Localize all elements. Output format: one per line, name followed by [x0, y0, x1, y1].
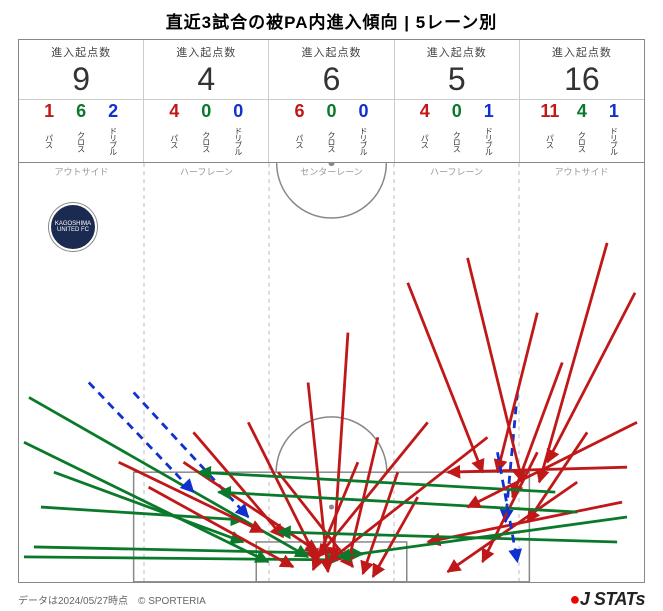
lane-stat-0: 進入起点数 9 1パス 6クロス 2ドリブル — [19, 40, 144, 162]
zone-labels-row: アウトサイドハーフレーンセンターレーンハーフレーンアウトサイド — [19, 165, 644, 178]
lane-pass: 4パス — [413, 102, 437, 160]
lane-header-label: 進入起点数 — [144, 44, 268, 60]
jstats-dot: ● — [569, 589, 579, 609]
lane-cross: 0クロス — [194, 102, 218, 160]
lane-header-label: 進入起点数 — [395, 44, 519, 60]
lane-pass: 11パス — [538, 102, 562, 160]
arrow-pass — [547, 293, 635, 462]
zone-label: アウトサイド — [19, 165, 144, 178]
zone-label: ハーフレーン — [394, 165, 519, 178]
lane-breakdown: 11パス 4クロス 1ドリブル — [520, 99, 644, 160]
arrow-pass — [248, 423, 318, 563]
lane-pass: 1パス — [37, 102, 61, 160]
footer-credit: データは2024/05/27時点 © SPORTERIA — [18, 592, 206, 607]
arrow-pass — [539, 243, 607, 482]
arrow-pass — [149, 487, 294, 567]
lane-breakdown: 1パス 6クロス 2ドリブル — [19, 99, 143, 160]
lane-dribble: 2ドリブル — [101, 102, 125, 160]
lane-dribble: 0ドリブル — [226, 102, 250, 160]
lane-cross: 4クロス — [570, 102, 594, 160]
lane-header-label: 進入起点数 — [19, 44, 143, 60]
arrow-cross — [24, 442, 268, 562]
pitch-svg — [19, 163, 644, 582]
lane-header-label: 進入起点数 — [520, 44, 644, 60]
lane-stat-1: 進入起点数 4 4パス 0クロス 0ドリブル — [144, 40, 269, 162]
lane-total: 9 — [19, 62, 143, 97]
arrow-pass — [333, 333, 348, 560]
arrow-pass — [408, 283, 483, 472]
lane-header-label: 進入起点数 — [269, 44, 393, 60]
lane-pass: 4パス — [162, 102, 186, 160]
lane-cross: 0クロス — [320, 102, 344, 160]
jstats-rest: STATs — [589, 589, 645, 609]
lane-stat-3: 進入起点数 5 4パス 0クロス 1ドリブル — [395, 40, 520, 162]
lane-total: 16 — [520, 62, 644, 97]
lane-cross: 6クロス — [69, 102, 93, 160]
zone-label: センターレーン — [269, 165, 394, 178]
lane-breakdown: 4パス 0クロス 0ドリブル — [144, 99, 268, 160]
pitch-area: アウトサイドハーフレーンセンターレーンハーフレーンアウトサイド KAGOSHIM… — [18, 163, 645, 583]
arrow-dribble — [89, 383, 194, 493]
lane-stats-header: 進入起点数91パス6クロス2ドリブル進入起点数44パス0クロス0ドリブル進入起点… — [18, 39, 645, 163]
lane-dribble: 0ドリブル — [352, 102, 376, 160]
lane-cross: 0クロス — [445, 102, 469, 160]
lane-total: 4 — [144, 62, 268, 97]
arrow-pass — [363, 472, 398, 574]
zone-label: アウトサイド — [519, 165, 644, 178]
arrow-pass — [468, 258, 523, 482]
footer: データは2024/05/27時点 © SPORTERIA ●J STATs — [0, 583, 663, 610]
lane-stat-2: 進入起点数 6 6パス 0クロス 0ドリブル — [269, 40, 394, 162]
lane-total: 6 — [269, 62, 393, 97]
lane-total: 5 — [395, 62, 519, 97]
team-badge: KAGOSHIMA UNITED FC — [49, 203, 97, 251]
lane-dribble: 1ドリブル — [477, 102, 501, 160]
jstats-logo: ●J STATs — [569, 589, 645, 610]
zone-label: ハーフレーン — [144, 165, 269, 178]
arrow-cross — [24, 557, 338, 560]
lane-dribble: 1ドリブル — [602, 102, 626, 160]
chart-title: 直近3試合の被PA内進入傾向 | 5レーン別 — [0, 0, 663, 39]
chart-container: 直近3試合の被PA内進入傾向 | 5レーン別 進入起点数91パス6クロス2ドリブ… — [0, 0, 663, 611]
jstats-j: J — [580, 589, 590, 609]
lane-breakdown: 6パス 0クロス 0ドリブル — [269, 99, 393, 160]
lane-pass: 6パス — [288, 102, 312, 160]
lane-breakdown: 4パス 0クロス 1ドリブル — [395, 99, 519, 160]
lane-stat-4: 進入起点数 16 11パス 4クロス 1ドリブル — [520, 40, 644, 162]
